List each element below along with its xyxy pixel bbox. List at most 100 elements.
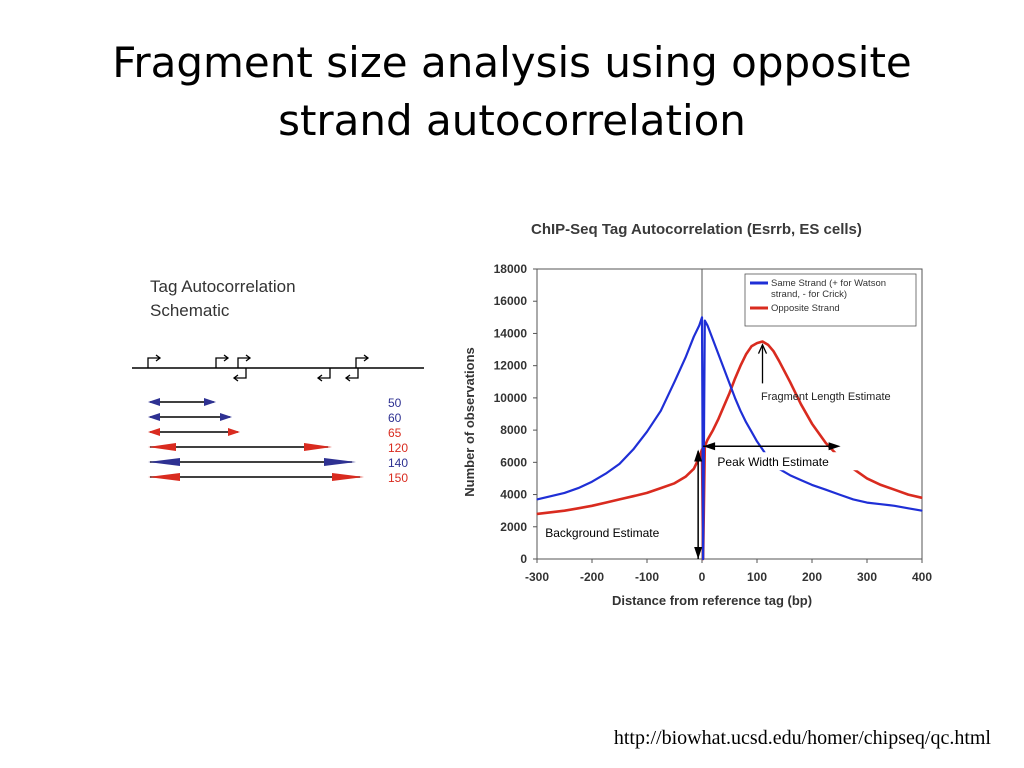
opposite-strand-point — [605, 502, 607, 504]
schematic-title-line1: Tag Autocorrelation — [150, 277, 296, 296]
same-strand-point — [723, 368, 725, 370]
x-axis-label: Distance from reference tag (bp) — [612, 593, 812, 608]
same-strand-point — [704, 319, 706, 322]
background-arrowhead-top — [694, 449, 703, 462]
opposite-strand-point — [712, 429, 714, 431]
legend: Same Strand (+ for Watson strand, - for C… — [744, 273, 917, 327]
same-strand-point — [605, 473, 607, 475]
peak-width-arrowhead-left — [703, 442, 716, 451]
x-tick-label: 300 — [857, 570, 877, 584]
opposite-strand-point — [761, 340, 764, 343]
annotation-peak-width: Peak Width Estimate — [717, 455, 829, 469]
opposite-strand-point — [550, 511, 552, 513]
same-strand-point — [706, 324, 709, 326]
same-strand-point — [632, 448, 634, 451]
same-strand-point — [618, 463, 621, 465]
plot-frame — [536, 268, 923, 560]
y-tick-label: 2000 — [500, 520, 527, 534]
y-tick-label: 8000 — [500, 423, 527, 437]
x-tick-label: -200 — [580, 570, 604, 584]
same-strand-point — [825, 489, 827, 491]
opposite-strand-point — [728, 392, 731, 394]
y-tick-label: 10000 — [494, 391, 528, 405]
opposite-strand-point — [660, 487, 662, 489]
opposite-strand-point — [750, 345, 753, 347]
same-strand-point — [712, 339, 714, 341]
same-strand-point — [693, 336, 695, 338]
forward-tag-icon — [147, 354, 370, 368]
schematic-distance-label: 60 — [388, 411, 402, 425]
slide-title: Fragment size analysis using opposite st… — [0, 34, 1024, 150]
x-tick-label: 400 — [912, 570, 932, 584]
opposite-strand-point — [866, 477, 868, 480]
opposite-strand-point — [739, 365, 742, 367]
distance-arrow-50 — [148, 398, 216, 406]
same-strand-point — [761, 448, 764, 451]
same-strand-point — [660, 410, 662, 412]
schematic-distance-label: 65 — [388, 426, 402, 440]
opposite-strand-point — [745, 353, 747, 355]
opposite-strand-line — [536, 340, 923, 561]
slide-title-line2: strand autocorrelation — [278, 96, 746, 145]
same-strand-point — [646, 431, 648, 433]
y-tick-label: 4000 — [500, 488, 527, 502]
opposite-strand-point — [536, 513, 538, 515]
y-axis-label: Number of observations — [462, 347, 477, 497]
schematic-distance-label: 120 — [388, 441, 408, 455]
same-strand-point — [756, 440, 758, 442]
opposite-strand-point — [646, 492, 648, 494]
same-strand-point — [907, 507, 909, 509]
opposite-strand-point — [789, 381, 791, 383]
opposite-strand-point — [563, 510, 566, 512]
opposite-strand-point — [706, 439, 709, 441]
chart-title: ChIP-Seq Tag Autocorrelation (Esrrb, ES … — [531, 221, 862, 238]
same-strand-point — [728, 382, 731, 384]
distance-arrow-65 — [148, 428, 240, 436]
opposite-strand-point — [907, 493, 909, 496]
opposite-strand-point — [693, 468, 695, 470]
same-strand-point — [673, 381, 676, 383]
same-strand-point — [563, 492, 566, 494]
legend-label-opposite-strand: Opposite Strand — [771, 303, 840, 314]
same-strand-point — [717, 353, 720, 355]
same-strand-point — [702, 558, 704, 560]
same-strand-point — [577, 487, 579, 489]
annotation-background: Background Estimate — [545, 526, 659, 540]
schematic-distance-label: 150 — [388, 471, 408, 485]
x-tick-label: -300 — [525, 570, 549, 584]
opposite-strand-point — [800, 403, 802, 405]
source-url[interactable]: http://biowhat.ucsd.edu/homer/chipseq/qc… — [613, 727, 991, 749]
same-strand-line — [536, 316, 923, 561]
same-strand-point — [591, 481, 593, 483]
peak-width-label-bg — [713, 452, 863, 471]
background-label-bg — [542, 522, 695, 541]
x-tick-label: 0 — [699, 570, 706, 584]
opposite-strand-point — [772, 350, 775, 352]
opposite-strand-point — [767, 344, 769, 346]
same-strand-point — [800, 479, 802, 481]
x-tick-label: 200 — [802, 570, 822, 584]
same-strand-point — [893, 505, 896, 507]
opposite-strand-point — [632, 495, 634, 497]
same-strand-point — [852, 498, 854, 500]
peak-width-arrowhead-right — [828, 442, 841, 451]
same-strand-point — [739, 410, 742, 412]
annotation-fragment-length: Fragment Length Estimate — [761, 391, 891, 403]
opposite-strand-point — [921, 497, 923, 499]
slide-title-line1: Fragment size analysis using opposite — [112, 38, 912, 87]
same-strand-point — [866, 502, 868, 504]
legend-box — [744, 273, 917, 327]
y-tick-label: 14000 — [494, 326, 528, 340]
x-tick-label: 100 — [747, 570, 767, 584]
schematic-title-line2: Schematic — [150, 301, 230, 320]
schematic-distance-label: 50 — [388, 396, 402, 410]
same-strand-point — [880, 503, 882, 505]
same-strand-point — [811, 484, 813, 486]
same-strand-point — [734, 397, 736, 399]
opposite-strand-point — [734, 377, 736, 380]
same-strand-point — [701, 316, 703, 318]
x-tick-label: -100 — [635, 570, 659, 584]
legend-label-same-strand: Same Strand (+ for Watson strand, - for C… — [771, 278, 886, 300]
distance-arrow-60 — [148, 413, 232, 421]
